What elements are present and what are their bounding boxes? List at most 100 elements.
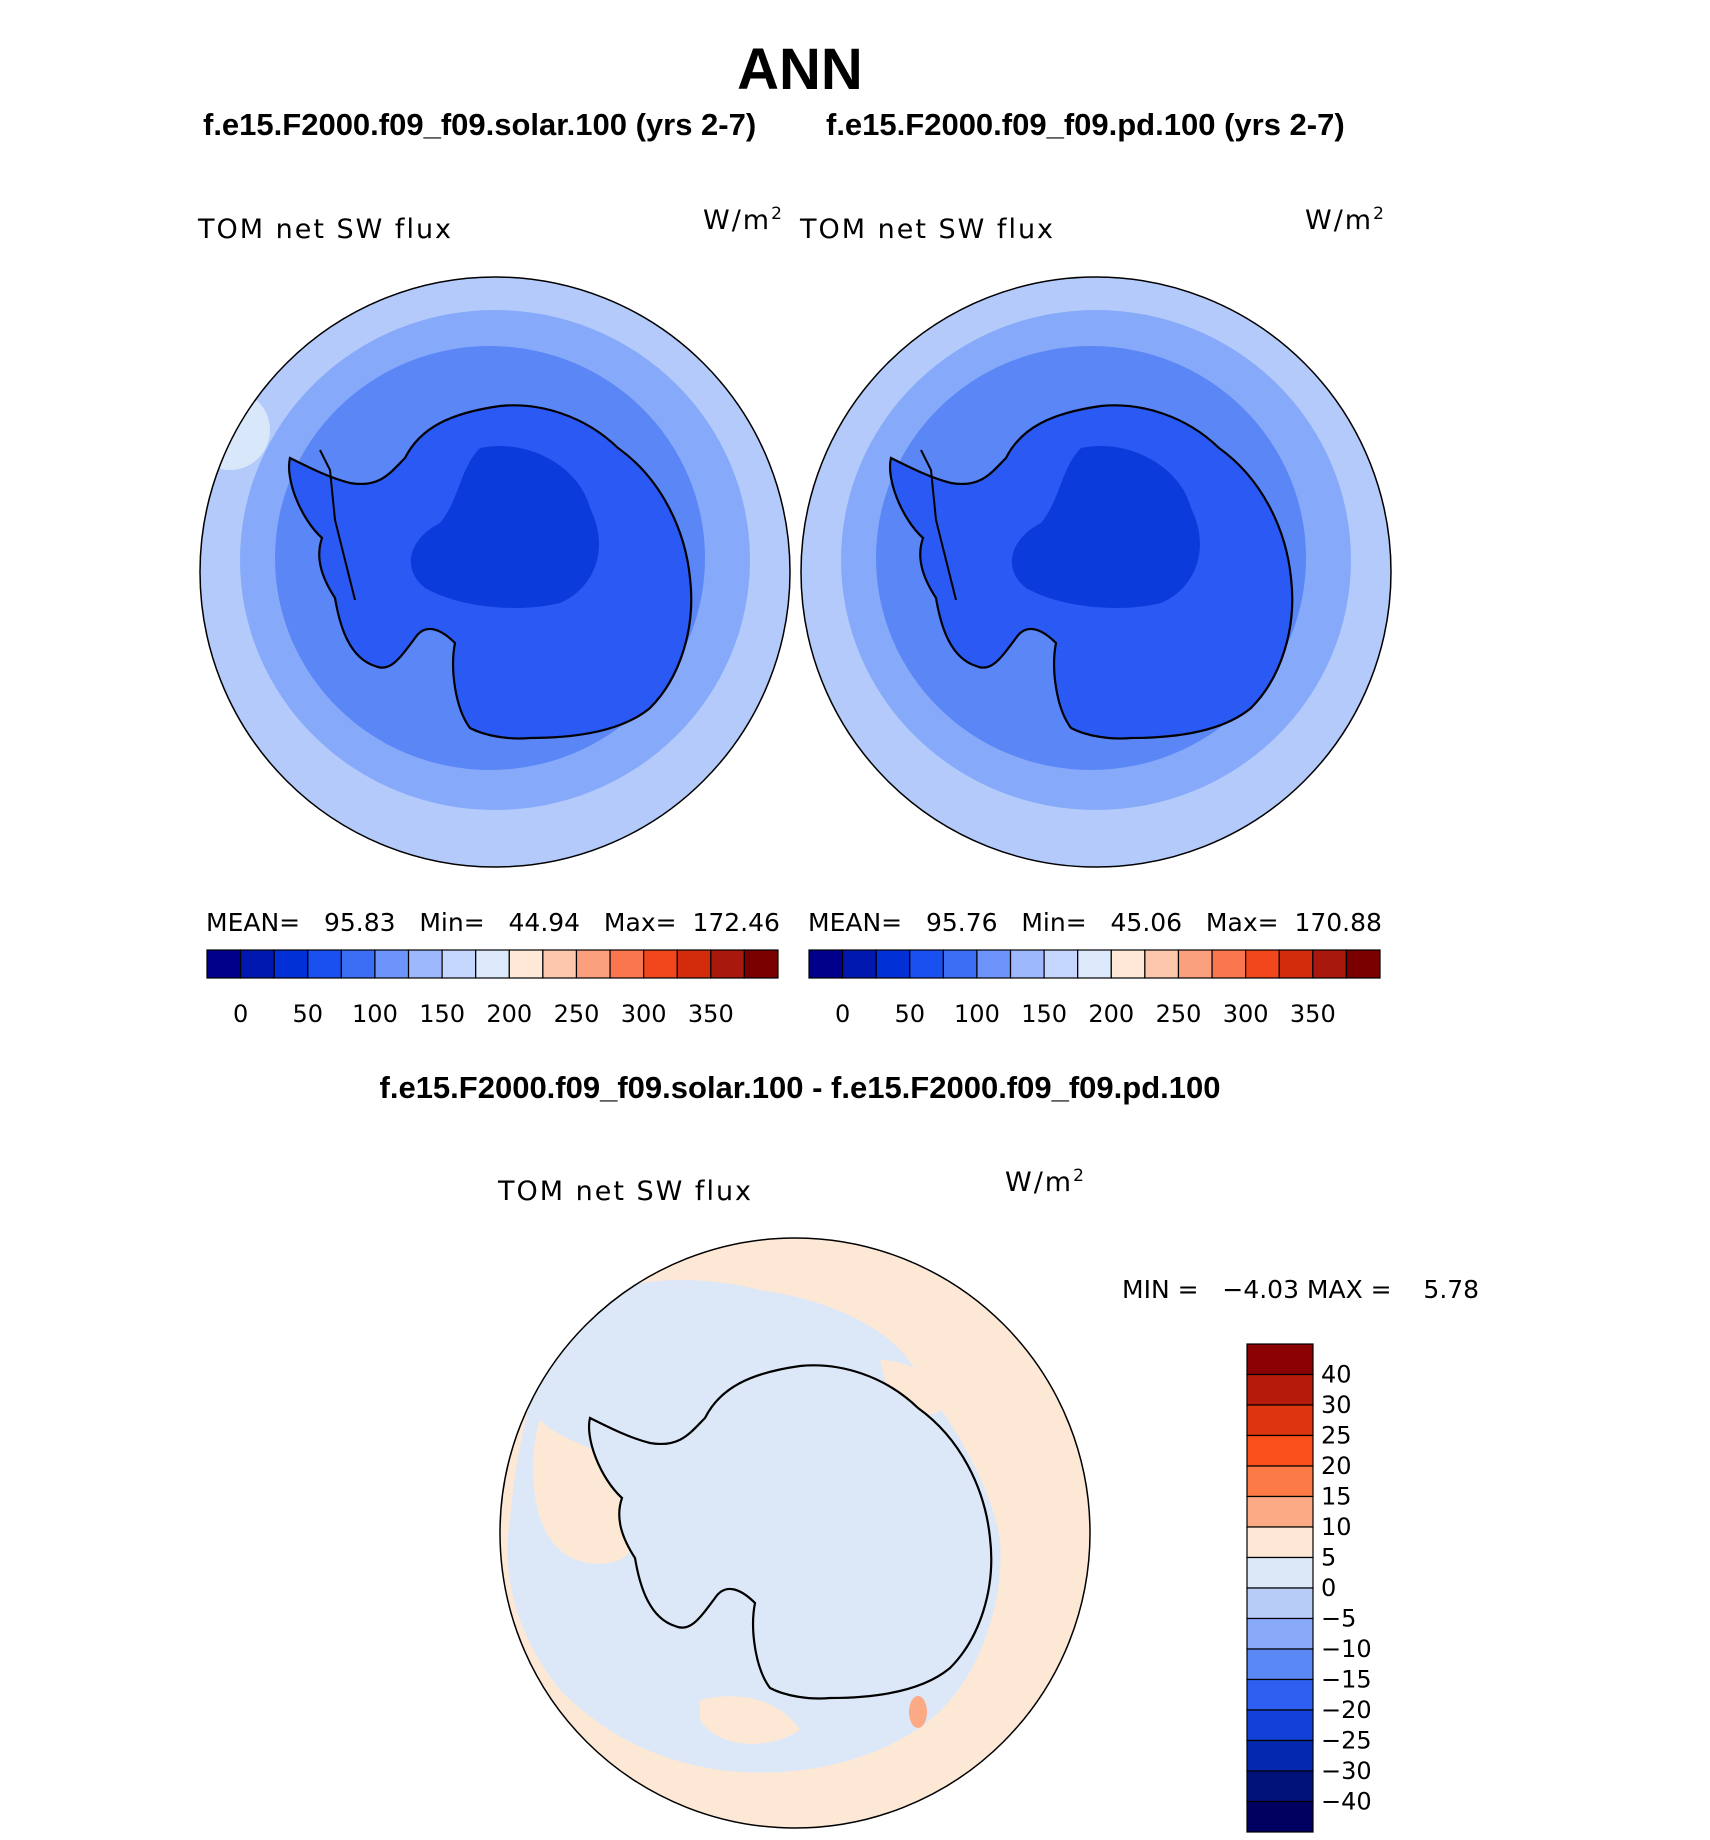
map-left <box>200 277 790 867</box>
colorbar-swatch <box>1110 949 1146 979</box>
colorbar-tick-label: 150 <box>1021 1000 1067 1028</box>
colorbar-swatch <box>542 949 578 979</box>
colorbar-swatch <box>1177 949 1213 979</box>
colorbar-swatch <box>206 949 242 979</box>
colorbar-tick-label: 150 <box>419 1000 465 1028</box>
colorbar-tick-label: 250 <box>1156 1000 1202 1028</box>
colorbar-swatch <box>1246 1526 1314 1559</box>
colorbar-swatch <box>808 949 844 979</box>
colorbar-swatch <box>441 949 477 979</box>
colorbar-swatch <box>676 949 712 979</box>
colorbar-swatch <box>407 949 443 979</box>
colorbar-swatch <box>475 949 510 979</box>
colorbar-swatch <box>643 949 678 979</box>
colorbar-swatch <box>374 949 410 979</box>
colorbar-tick-label: 40 <box>1321 1361 1352 1389</box>
map-diff-border <box>499 1237 1091 1829</box>
colorbar-tick-label: −25 <box>1321 1727 1372 1755</box>
colorbar-swatch <box>273 949 309 979</box>
colorbar-tick-label: 100 <box>352 1000 398 1028</box>
map-right <box>801 277 1391 867</box>
colorbar-tick-label: 0 <box>233 1000 248 1028</box>
colorbar-tick-label: 300 <box>621 1000 667 1028</box>
colorbar-swatch <box>1246 1556 1314 1589</box>
colorbar-tick-label: 250 <box>554 1000 600 1028</box>
colorbar-tick-label: 0 <box>1321 1574 1336 1602</box>
colorbar-tick-label: 350 <box>1290 1000 1336 1028</box>
colorbar-swatch <box>1144 949 1180 979</box>
colorbar-left: 0 50 100 150 200 250 300 350 <box>206 949 779 1028</box>
colorbar-swatch <box>710 949 746 979</box>
map-right-border <box>800 276 1392 868</box>
stats-left: MEAN= 95.83 Min= 44.94 Max= 172.46 <box>206 908 780 937</box>
colorbar-tick-label: 25 <box>1321 1422 1352 1450</box>
units-right: W/m2 <box>1305 204 1384 236</box>
colorbar-swatch <box>575 949 611 979</box>
colorbar-swatch <box>1246 1709 1314 1742</box>
colorbar-swatch <box>1245 949 1280 979</box>
case-title-left: f.e15.F2000.f09_f09.solar.100 (yrs 2-7) <box>203 107 757 142</box>
colorbar-tick-label: 15 <box>1321 1483 1352 1511</box>
colorbar-swatch <box>909 949 944 979</box>
colorbar-swatch <box>1246 1739 1314 1772</box>
colorbar-swatch <box>1246 1373 1314 1406</box>
colorbar-swatch <box>307 949 342 979</box>
colorbar-swatch <box>875 949 911 979</box>
colorbar-swatch <box>1246 1800 1314 1833</box>
units-left: W/m2 <box>703 204 782 236</box>
units-diff: W/m2 <box>1005 1166 1084 1198</box>
colorbar-tick-label: 100 <box>954 1000 1000 1028</box>
colorbar-swatch <box>239 949 275 979</box>
colorbar-right: 0 50 100 150 200 250 300 350 <box>808 949 1381 1028</box>
colorbar-swatch <box>1246 1495 1314 1528</box>
colorbar-swatch <box>1246 1404 1314 1437</box>
colorbar-tick-label: 5 <box>1321 1544 1336 1572</box>
colorbar-tick-label: −20 <box>1321 1696 1372 1724</box>
stats-diff: MIN = −4.03 MAX = 5.78 <box>1122 1275 1480 1304</box>
colorbar-tick-label: 200 <box>1088 1000 1134 1028</box>
stats-right: MEAN= 95.76 Min= 45.06 Max= 170.88 <box>808 908 1382 937</box>
colorbar-tick-label: 200 <box>486 1000 532 1028</box>
colorbar-tick-label: −30 <box>1321 1757 1372 1785</box>
colorbar-swatch <box>1246 1465 1314 1498</box>
colorbar-swatch <box>1278 949 1314 979</box>
colorbar-swatch <box>1246 1343 1314 1376</box>
map-left-border <box>199 276 791 868</box>
page-title: ANN <box>737 37 863 102</box>
variable-label-left: TOM net SW flux <box>198 214 454 245</box>
colorbar-swatch <box>1345 949 1381 979</box>
colorbar-swatch <box>1211 949 1247 979</box>
colorbar-swatch <box>1009 949 1045 979</box>
colorbar-tick-label: 50 <box>894 1000 925 1028</box>
colorbar-swatch <box>1246 1770 1314 1803</box>
colorbar-swatch <box>1312 949 1348 979</box>
variable-label-right: TOM net SW flux <box>800 214 1056 245</box>
colorbar-swatch <box>841 949 877 979</box>
colorbar-tick-label: −10 <box>1321 1635 1372 1663</box>
colorbar-swatch <box>1043 949 1079 979</box>
colorbar-swatch <box>976 949 1012 979</box>
colorbar-tick-label: −40 <box>1321 1788 1372 1816</box>
map-diff <box>500 1238 1090 1828</box>
colorbar-swatch <box>609 949 645 979</box>
colorbar-swatch <box>1246 1678 1314 1711</box>
colorbar-tick-label: 0 <box>835 1000 850 1028</box>
colorbar-tick-label: 10 <box>1321 1513 1352 1541</box>
colorbar-tick-label: 300 <box>1223 1000 1269 1028</box>
variable-label-diff: TOM net SW flux <box>498 1176 754 1207</box>
colorbar-swatch <box>340 949 376 979</box>
colorbar-swatch <box>1246 1648 1314 1681</box>
colorbar-tick-label: 350 <box>688 1000 734 1028</box>
colorbar-swatch <box>743 949 779 979</box>
colorbar-swatch <box>1246 1587 1314 1620</box>
colorbar-tick-label: −5 <box>1321 1605 1356 1633</box>
colorbar-tick-label: −15 <box>1321 1666 1372 1694</box>
colorbar-swatch <box>1077 949 1112 979</box>
diff-title: f.e15.F2000.f09_f09.solar.100 - f.e15.F2… <box>379 1070 1221 1105</box>
colorbar-tick-label: 50 <box>292 1000 323 1028</box>
colorbar-swatch <box>1246 1434 1314 1467</box>
colorbar-swatch <box>1246 1617 1314 1650</box>
case-title-right: f.e15.F2000.f09_f09.pd.100 (yrs 2-7) <box>826 107 1345 142</box>
